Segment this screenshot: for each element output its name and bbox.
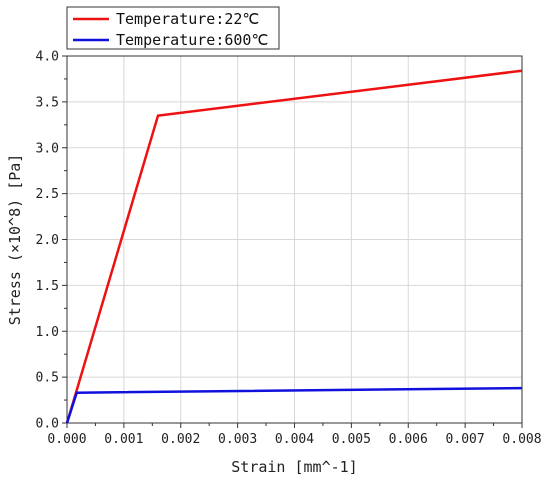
x-tick-label: 0.002 (161, 432, 200, 447)
y-axis-label: Stress (×10^8) [Pa] (6, 154, 24, 326)
x-tick-label: 0.007 (446, 432, 485, 447)
y-tick-label: 3.5 (36, 95, 59, 110)
axis-ticks: 0.000 0.001 0.002 0.003 0.004 0.005 0.006 0.007… (36, 50, 542, 448)
x-axis-label: Strain [mm^-1] (231, 458, 357, 476)
y-tick-label: 1.5 (36, 279, 59, 294)
series-line-600c (65, 386, 523, 424)
y-tick-label: 2.5 (36, 187, 59, 202)
y-tick-label: 2.0 (36, 233, 59, 248)
series-line-22c (65, 69, 523, 424)
y-tick-label: 4.0 (36, 50, 59, 65)
x-tick-label: 0.005 (332, 432, 371, 447)
legend: Temperature:22℃ Temperature:600℃ (66, 6, 280, 50)
legend-box (66, 6, 280, 50)
y-tick-label: 3.0 (36, 141, 59, 156)
y-tick-label: 0.5 (36, 371, 59, 386)
y-tick-label: 0.0 (36, 417, 59, 432)
y-tick-label: 1.0 (36, 325, 59, 340)
grid (67, 56, 522, 423)
x-tick-label: 0.008 (502, 432, 541, 447)
x-tick-label: 0.006 (389, 432, 428, 447)
x-tick-label: 0.003 (218, 432, 257, 447)
legend-label-600c: Temperature:600℃ (116, 31, 268, 49)
legend-label-22c: Temperature:22℃ (116, 10, 259, 28)
x-tick-label: 0.000 (47, 432, 86, 447)
x-tick-label: 0.001 (104, 432, 143, 447)
x-tick-label: 0.004 (275, 432, 314, 447)
series-lines (65, 69, 523, 424)
